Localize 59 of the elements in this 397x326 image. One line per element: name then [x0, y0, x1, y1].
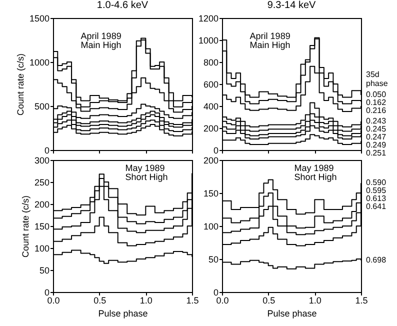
annotation: May 1989: [294, 163, 334, 173]
series-label: 0.050: [366, 90, 387, 99]
series-label: 0.243: [366, 116, 387, 126]
chart-title: 9.3-14 keV: [267, 0, 316, 11]
series-label: 0.590: [366, 178, 387, 188]
series-label: 0.247: [366, 132, 387, 142]
y-tick-label: 50: [39, 266, 50, 276]
y-tick-label: 200: [203, 124, 218, 134]
y-tick-label: 0: [44, 146, 50, 156]
y-tick-label: 1500: [29, 14, 50, 24]
x-tick-label: 0.5: [262, 296, 276, 306]
annotation: Main High: [250, 40, 290, 50]
y-tick-label: 50: [208, 254, 218, 264]
y-tick-label: 100: [34, 244, 50, 254]
annotation: May 1989: [125, 163, 165, 173]
x-tick-label: 1.5: [355, 296, 368, 306]
series-label: 0.162: [366, 98, 387, 107]
annotation: Short High: [294, 172, 337, 182]
series-label: 0.641: [366, 202, 387, 212]
x-tick-label: 1.0: [308, 296, 322, 306]
series-label: 0.216: [366, 106, 387, 115]
series-label: 0.613: [366, 194, 387, 204]
x-tick-label: 0.0: [47, 296, 60, 306]
series-label: 0.595: [366, 186, 387, 196]
x-tick-label: 0.5: [94, 296, 106, 306]
y-tick-label: 200: [34, 200, 50, 210]
y-tick-label: 1000: [29, 58, 50, 68]
y-tick-label: 100: [203, 222, 218, 232]
y-tick-label: 500: [34, 102, 50, 112]
annotation: Main High: [80, 40, 122, 50]
y-tick-label: 150: [34, 222, 50, 232]
legend-title: 35d phase: [366, 70, 388, 88]
y-tick-label: 150: [203, 188, 218, 198]
y-tick-label: 250: [34, 178, 50, 188]
y-tick-label: 200: [203, 156, 218, 166]
series-label: 0.698: [366, 255, 387, 264]
x-tick-label: 1.0: [140, 296, 152, 306]
y-tick-label: 1200: [198, 14, 218, 24]
y-tick-label: 800: [203, 58, 218, 68]
y-tick-label: 1000: [198, 36, 218, 46]
annotation: Short High: [125, 172, 168, 182]
y-tick-label: 600: [203, 80, 218, 90]
series-label: 0.251: [366, 148, 387, 158]
x-tick-label: 0.0: [216, 296, 229, 306]
chart-title: 1.0-4.6 keV: [96, 0, 148, 11]
series-label: 0.249: [366, 140, 387, 150]
y-axis-title: Count rate (c/s): [20, 195, 30, 258]
x-axis-title: Pulse phase: [267, 308, 317, 318]
annotation: April 1989: [250, 31, 290, 41]
x-axis-title: Pulse phase: [98, 308, 148, 318]
y-tick-label: 300: [34, 156, 50, 166]
annotation: April 1989: [80, 31, 122, 41]
x-tick-label: 1.5: [186, 296, 199, 306]
y-tick-label: 0: [213, 146, 218, 156]
y-tick-label: 0: [44, 288, 50, 298]
y-axis-title: Count rate (c/s): [15, 53, 26, 116]
y-tick-label: 0: [213, 288, 218, 298]
y-tick-label: 400: [203, 102, 218, 112]
series-label: 0.245: [366, 124, 387, 134]
